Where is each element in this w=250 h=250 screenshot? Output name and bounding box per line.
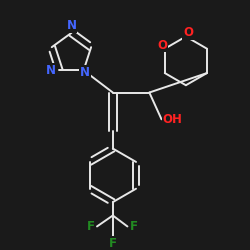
- Text: N: N: [66, 19, 76, 32]
- Text: F: F: [130, 220, 138, 233]
- Text: F: F: [109, 237, 117, 250]
- Text: N: N: [80, 66, 90, 79]
- Text: N: N: [46, 64, 56, 77]
- Text: O: O: [157, 38, 167, 52]
- Text: O: O: [183, 26, 193, 39]
- Text: F: F: [87, 220, 95, 233]
- Text: OH: OH: [162, 113, 182, 126]
